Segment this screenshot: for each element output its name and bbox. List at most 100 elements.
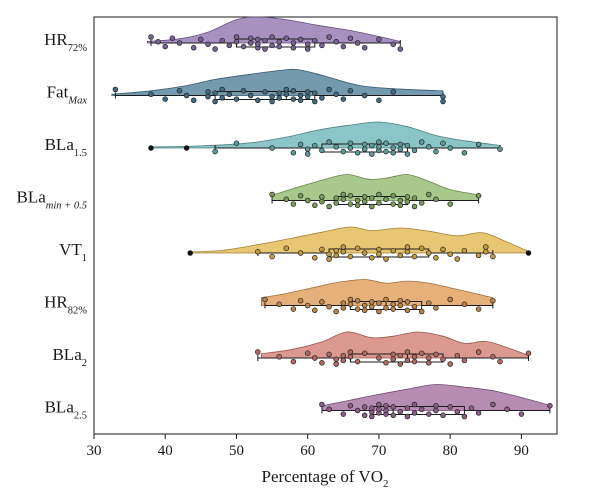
data-point-0-24 [276, 43, 282, 50]
data-point-5-8 [333, 308, 339, 315]
data-point-7-24 [426, 411, 432, 417]
x-tick-label-1: 40 [158, 443, 173, 459]
category-label-3: BLamin + 0.5 [17, 188, 88, 212]
data-point-1-23 [283, 91, 290, 98]
data-point-7-11 [376, 401, 382, 408]
data-point-2-8 [304, 151, 311, 157]
data-point-7-18 [397, 408, 404, 415]
data-point-7-28 [447, 404, 453, 410]
data-point-4-17 [376, 246, 382, 253]
data-point-0-34 [333, 39, 339, 45]
data-point-5-16 [361, 307, 368, 314]
data-point-3-4 [304, 197, 311, 204]
data-point-4-8 [326, 256, 332, 262]
cloud-6 [261, 331, 529, 359]
data-point-1-17 [262, 89, 268, 95]
data-point-3-35 [447, 201, 453, 207]
data-point-4-34 [483, 249, 489, 255]
data-point-5-34 [461, 301, 468, 308]
data-point-3-5 [312, 202, 318, 209]
data-point-0-27 [290, 45, 297, 51]
data-point-4-35 [490, 253, 496, 260]
data-point-2-2 [212, 148, 218, 155]
data-point-6-26 [426, 355, 432, 361]
data-point-1-28 [304, 89, 311, 95]
data-point-2-10 [319, 147, 325, 154]
plot-frame [93, 16, 558, 435]
data-point-6-22 [404, 349, 411, 355]
data-point-5-35 [475, 306, 482, 312]
data-point-0-26 [290, 40, 297, 46]
data-point-2-24 [383, 148, 389, 155]
data-point-5-9 [340, 300, 347, 306]
data-point-0-30 [304, 46, 311, 52]
data-point-6-15 [376, 355, 382, 361]
data-point-5-1 [276, 301, 282, 308]
data-point-1-32 [319, 95, 325, 101]
data-point-4-16 [369, 255, 375, 261]
data-point-5-15 [361, 302, 368, 309]
data-point-5-27 [404, 307, 411, 314]
data-point-6-19 [397, 361, 404, 367]
data-point-6-35 [497, 358, 503, 365]
data-point-0-4 [176, 40, 183, 46]
cloud-layer [111, 16, 551, 411]
data-point-4-25 [418, 245, 425, 251]
data-point-0-18 [255, 41, 261, 47]
data-point-4-2 [269, 253, 275, 260]
data-point-0-20 [262, 37, 268, 44]
data-point-1-19 [269, 98, 275, 105]
data-point-5-33 [447, 296, 453, 303]
data-point-4-7 [326, 251, 332, 257]
data-point-3-18 [361, 198, 368, 205]
data-point-2-5 [290, 150, 297, 156]
data-point-7-16 [390, 412, 396, 419]
data-point-5-17 [369, 299, 375, 305]
data-point-0-2 [162, 43, 168, 50]
data-point-3-14 [347, 192, 354, 199]
data-point-1-16 [255, 97, 261, 104]
data-point-3-16 [354, 202, 361, 209]
data-point-1-4 [183, 92, 190, 99]
data-point-5-12 [347, 301, 354, 308]
data-point-3-13 [347, 201, 354, 207]
data-point-7-23 [418, 406, 425, 413]
data-point-1-38 [376, 97, 382, 104]
data-point-2-29 [397, 146, 404, 152]
data-point-1-8 [212, 98, 218, 105]
data-point-6-12 [347, 354, 354, 360]
data-point-2-16 [354, 150, 361, 156]
data-point-4-15 [361, 250, 368, 256]
data-point-5-32 [433, 305, 439, 311]
data-point-3-7 [319, 198, 325, 205]
data-point-6-21 [404, 357, 411, 364]
data-point-4-32 [475, 252, 482, 259]
cloud-5 [261, 279, 494, 306]
data-point-4-20 [390, 247, 396, 254]
data-point-5-7 [326, 303, 332, 310]
data-point-6-5 [319, 360, 325, 366]
data-point-0-22 [269, 34, 275, 40]
data-point-7-6 [361, 404, 368, 410]
data-point-4-27 [433, 255, 439, 261]
cloud-0 [147, 16, 401, 44]
data-point-2-33 [418, 139, 425, 145]
data-point-0-9 [219, 37, 225, 44]
data-point-1-25 [290, 87, 297, 94]
data-point-2-12 [333, 144, 339, 150]
data-point-4-11 [340, 244, 347, 250]
data-point-3-28 [404, 194, 411, 200]
data-point-0-23 [276, 39, 282, 45]
data-point-5-22 [383, 296, 389, 303]
data-point-0-32 [319, 42, 325, 49]
data-point-3-2 [290, 201, 297, 207]
data-point-5-3 [297, 297, 304, 304]
data-point-0-14 [247, 35, 254, 41]
data-point-6-24 [411, 358, 418, 365]
data-point-7-0 [319, 401, 325, 408]
data-point-0-40 [390, 41, 396, 47]
data-point-3-36 [475, 192, 482, 199]
data-point-1-20 [276, 90, 282, 96]
